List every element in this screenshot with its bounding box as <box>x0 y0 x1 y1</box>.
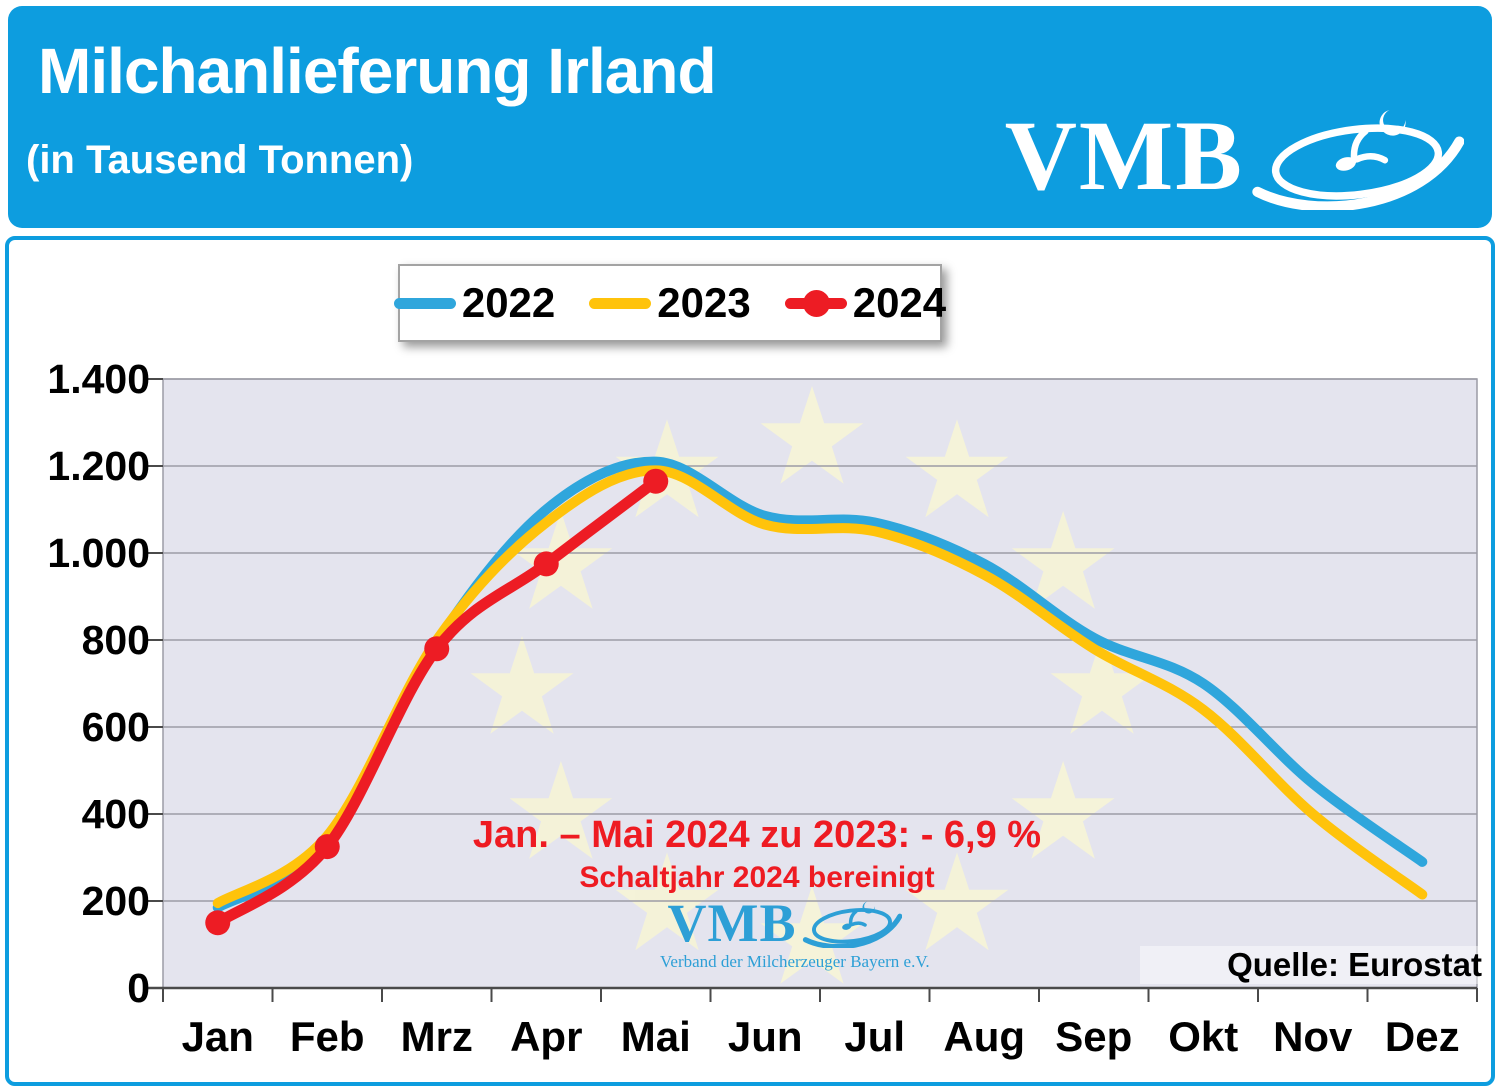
legend-swatch-2022 <box>393 297 456 309</box>
vmb-watermark-swoosh-icon <box>803 901 903 948</box>
vmb-logo-text: VMB <box>1004 100 1244 211</box>
x-axis-label-Apr: Apr <box>510 1013 583 1060</box>
chart-legend: 2022 2023 2024 <box>393 264 946 342</box>
y-axis-label: 0 <box>127 965 150 1011</box>
vmb-watermark-text: VMB <box>667 893 797 953</box>
legend-label: 2022 <box>461 279 556 326</box>
vmb-watermark: VMB Verband der Milcherzeuger Bayern e.V… <box>660 893 930 972</box>
header-banner: Milchanlieferung Irland (in Tausend Tonn… <box>8 6 1492 228</box>
legend-item-2024: 2024 <box>784 279 947 327</box>
x-axis-label-Aug: Aug <box>943 1013 1026 1060</box>
x-axis-label-Jun: Jun <box>727 1013 803 1060</box>
legend-label: 2024 <box>852 279 947 326</box>
x-axis-label-Sep: Sep <box>1055 1013 1133 1060</box>
page-subtitle: (in Tausend Tonnen) <box>26 138 414 182</box>
y-axis-label: 800 <box>81 617 150 663</box>
vmb-watermark-subtext: Verband der Milcherzeuger Bayern e.V. <box>660 952 930 971</box>
annotation-line1: Jan. – Mai 2024 zu 2023: - 6,9 % <box>472 814 1042 856</box>
legend-item-2022: 2022 <box>393 279 556 327</box>
source-label: Quelle: Eurostat <box>1140 946 1486 984</box>
vmb-swoosh-icon <box>1252 109 1464 210</box>
x-axis-label-Mai: Mai <box>620 1013 691 1060</box>
y-axis-label: 1.200 <box>47 443 150 489</box>
x-axis-label-Dez: Dez <box>1384 1013 1460 1060</box>
legend-swatch-2023 <box>589 297 652 309</box>
y-axis-label: 1.000 <box>47 530 150 576</box>
x-axis-label-Mrz: Mrz <box>400 1013 473 1060</box>
x-axis-label-Jan: Jan <box>181 1013 254 1060</box>
annotation-line2: Schaltjahr 2024 bereinigt <box>579 861 935 894</box>
y-axis-label: 1.400 <box>47 356 150 402</box>
y-axis-label: 400 <box>81 791 150 837</box>
x-axis-label-Okt: Okt <box>1168 1013 1239 1060</box>
legend-label: 2023 <box>657 279 751 326</box>
y-axis-label: 600 <box>81 704 150 750</box>
x-axis-label-Feb: Feb <box>289 1013 365 1060</box>
page-title: Milchanlieferung Irland <box>38 35 717 107</box>
x-axis-label-Nov: Nov <box>1273 1013 1353 1060</box>
annotation: Jan. – Mai 2024 zu 2023: - 6,9 % Schaltj… <box>427 814 1087 895</box>
legend-item-2023: 2023 <box>589 279 751 327</box>
y-axis-label: 200 <box>81 878 150 924</box>
legend-marker-dot <box>802 289 830 317</box>
legend-swatch-2024 <box>784 289 847 317</box>
vmb-logo: VMB <box>1005 102 1464 210</box>
x-axis-label-Jul: Jul <box>844 1013 906 1060</box>
